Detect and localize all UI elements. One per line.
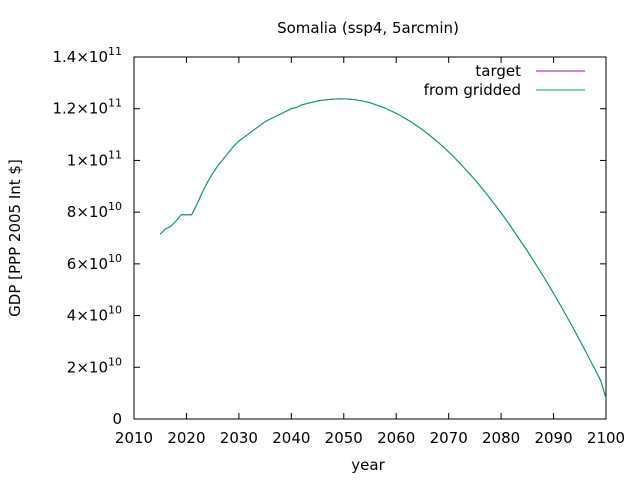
y-tick-exponent: 10 [108,304,122,317]
x-tick-label: 2050 [325,429,363,447]
series-line-target [159,98,607,399]
y-tick-mantissa: 4×10 [67,307,108,325]
y-tick-label: 0 [112,410,122,428]
x-tick-label: 2010 [115,429,153,447]
y-axis-label: GDP [PPP 2005 Int $] [6,159,24,317]
plot-border [133,56,607,420]
y-tick-mantissa: 1×10 [67,151,108,169]
chart-title: Somalia (ssp4, 5arcmin) [277,19,459,37]
y-tick-mantissa: 8×10 [67,203,108,221]
y-tick-label: 8×1010 [67,200,122,221]
y-tick-label: 6×1010 [67,252,122,273]
series-lines [159,98,607,399]
x-axis-ticks: 2010 2020 2030 2040 2050 2060 2070 2080 2090 2100 [115,57,625,447]
y-tick-exponent: 10 [108,355,122,368]
y-axis-ticks: 02×10104×10106×10108×10101×10111.2×10111… [52,45,606,428]
legend-label: target [475,62,521,80]
legend-label: from gridded [424,81,521,99]
y-tick-mantissa: 6×10 [67,255,108,273]
y-tick-exponent: 10 [108,200,122,213]
x-tick-label: 2040 [272,429,310,447]
y-tick-label: 1.4×1011 [52,45,122,66]
x-tick-label: 2070 [430,429,468,447]
y-tick-label: 1.2×1011 [52,97,122,118]
x-tick-label: 2060 [377,429,415,447]
x-axis-label: year [351,456,385,474]
x-tick-label: 2020 [167,429,205,447]
y-tick-mantissa: 1.2×10 [52,100,108,118]
y-tick-label: 1×1011 [67,148,122,169]
series-line-from-gridded [159,98,607,399]
y-tick-mantissa: 0 [112,410,122,428]
y-tick-exponent: 11 [108,97,122,110]
y-tick-exponent: 11 [108,148,122,161]
y-tick-exponent: 10 [108,252,122,265]
x-tick-label: 2090 [534,429,572,447]
y-tick-exponent: 11 [108,45,122,58]
y-tick-label: 4×1010 [67,304,122,325]
plot-frame [133,56,607,420]
x-tick-label: 2080 [482,429,520,447]
y-tick-mantissa: 2×10 [67,358,108,376]
y-tick-label: 2×1010 [67,355,122,376]
x-tick-label: 2030 [220,429,258,447]
x-tick-label: 2100 [587,429,625,447]
y-tick-mantissa: 1.4×10 [52,48,108,66]
